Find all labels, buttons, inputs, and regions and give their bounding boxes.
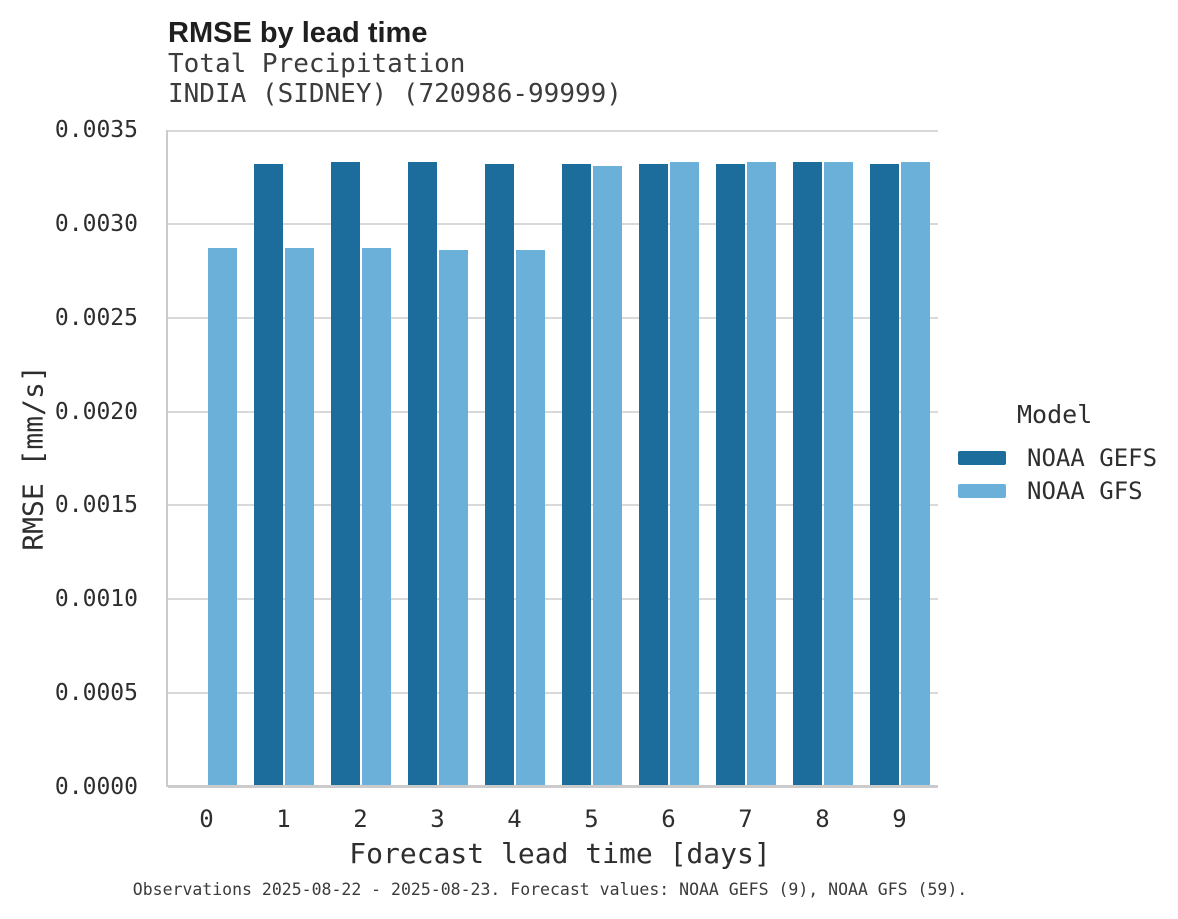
- bar-noaa-gfs-lead-3: [438, 250, 468, 787]
- bar-noaa-gefs-lead-3: [407, 161, 437, 787]
- gridline-y-0.0015: [168, 504, 938, 507]
- bar-noaa-gefs-lead-7: [715, 163, 745, 787]
- legend-swatch-noaa-gefs: [958, 450, 1006, 465]
- legend: Model NOAA GEFS NOAA GFS: [958, 400, 1157, 507]
- x-tick-label-3: 3: [430, 805, 445, 833]
- y-tick-label: 0.0030: [54, 210, 138, 237]
- x-axis-title: Forecast lead time [days]: [349, 837, 771, 870]
- y-tick-label: 0.0020: [54, 398, 138, 425]
- bar-noaa-gfs-lead-9: [900, 161, 930, 787]
- bar-noaa-gfs-lead-2: [361, 248, 391, 787]
- legend-label-noaa-gefs: NOAA GEFS: [1027, 443, 1158, 472]
- chart-subtitle-line-1: Total Precipitation: [168, 49, 466, 79]
- y-tick-label: 0.0010: [54, 586, 138, 613]
- y-tick-label: 0.0000: [54, 774, 138, 800]
- bar-noaa-gefs-lead-9: [869, 163, 899, 787]
- x-tick-label-9: 9: [892, 805, 907, 833]
- chart-subtitle-line-2: INDIA (SIDNEY) (720986-99999): [168, 79, 622, 109]
- legend-item-noaa-gefs: NOAA GEFS: [958, 441, 1157, 474]
- y-axis-title: RMSE [mm/s]: [16, 365, 50, 551]
- x-tick-label-4: 4: [507, 805, 522, 833]
- y-tick-label: 0.0035: [54, 117, 138, 143]
- caption: Observations 2025-08-22 - 2025-08-23. Fo…: [132, 880, 968, 899]
- bar-noaa-gfs-lead-8: [823, 161, 853, 787]
- chart-title: RMSE by lead time: [168, 17, 428, 49]
- gridline-y-0.0025: [168, 316, 938, 319]
- bar-noaa-gefs-lead-2: [330, 161, 360, 787]
- bar-noaa-gfs-lead-4: [515, 250, 545, 787]
- x-tick-label-1: 1: [276, 805, 291, 833]
- x-tick-label-0: 0: [199, 805, 214, 833]
- legend-title: Model: [1017, 400, 1093, 429]
- y-tick-label: 0.0005: [54, 680, 138, 707]
- gridline-y-0.0020: [168, 410, 938, 413]
- x-tick-label-6: 6: [661, 805, 676, 833]
- y-tick-label: 0.0025: [54, 304, 138, 331]
- bar-noaa-gfs-lead-0: [207, 248, 237, 787]
- bar-noaa-gefs-lead-1: [253, 163, 283, 787]
- gridline-y-0.0005: [168, 692, 938, 695]
- bar-noaa-gefs-lead-5: [561, 163, 591, 787]
- x-tick-label-2: 2: [353, 805, 368, 833]
- legend-label-noaa-gfs: NOAA GFS: [1027, 476, 1143, 505]
- bar-noaa-gfs-lead-7: [746, 161, 776, 787]
- y-axis-line: [166, 130, 168, 787]
- x-tick-label-5: 5: [584, 805, 599, 833]
- gridline-y-0.0035: [168, 130, 938, 132]
- gridline-y-0.0000: [168, 785, 938, 788]
- bar-noaa-gfs-lead-6: [669, 161, 699, 787]
- y-tick-label: 0.0015: [54, 492, 138, 519]
- bar-noaa-gfs-lead-1: [284, 248, 314, 787]
- x-tick-label-7: 7: [738, 805, 753, 833]
- bar-noaa-gefs-lead-8: [792, 161, 822, 787]
- legend-item-noaa-gfs: NOAA GFS: [958, 474, 1157, 507]
- legend-swatch-noaa-gfs: [958, 483, 1006, 498]
- bar-noaa-gfs-lead-5: [592, 165, 622, 787]
- gridline-y-0.0030: [168, 222, 938, 225]
- chart-subtitle: Total Precipitation INDIA (SIDNEY) (7209…: [168, 49, 622, 109]
- bar-noaa-gefs-lead-6: [638, 163, 668, 787]
- x-tick-label-8: 8: [815, 805, 830, 833]
- bar-noaa-gefs-lead-4: [484, 163, 514, 787]
- gridline-y-0.0010: [168, 598, 938, 601]
- plot-area: [166, 130, 938, 788]
